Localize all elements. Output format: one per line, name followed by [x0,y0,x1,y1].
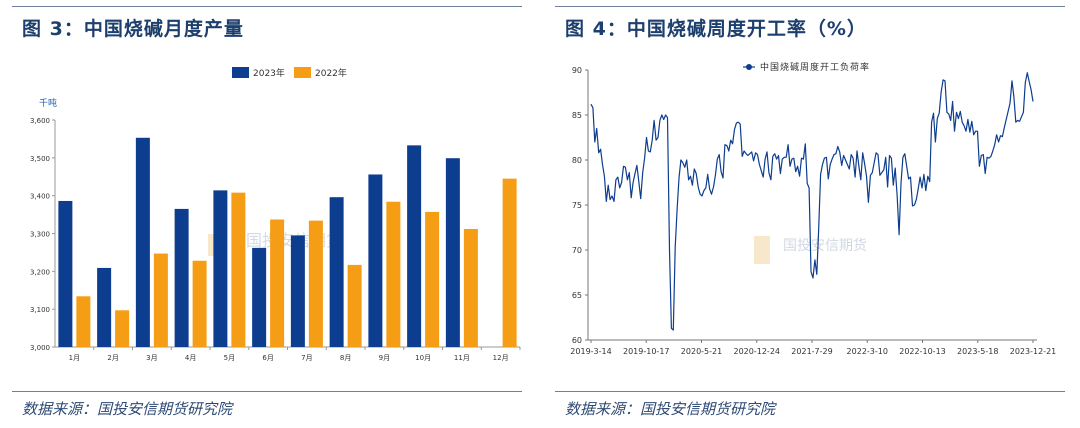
top-rule [555,6,1065,7]
bar-series1 [368,174,383,347]
x-tick-label: 2021-7-29 [791,347,832,356]
bar-series1 [174,208,189,347]
weekly-rate-panel: 图 4：中国烧碱周度开工率（%） 国投安信期货 60 65 70 75 80 85 90 201… [555,0,1065,428]
x-tick-label: 2019-3-14 [570,347,611,356]
x-tick-label: 12月 [493,354,509,362]
bar-series2 [192,260,207,347]
legend-swatch [294,67,311,78]
y-tick-label: 60 [572,336,582,345]
bar-series1 [290,235,305,347]
bar-series2 [502,178,517,347]
x-tick-label: 2019-10-17 [623,347,670,356]
x-tick-label: 6月 [262,354,273,362]
legend-marker [746,64,752,70]
y-tick-label: 80 [572,156,582,165]
bar-chart: 国投安信期货千吨3,0003,1003,2003,3003,4003,5003,… [30,67,521,362]
bar-series1 [329,197,344,347]
y-tick-label: 3,100 [30,306,50,314]
x-tick-label: 11月 [454,354,470,362]
bar-series2 [76,296,91,347]
y-unit-label: 千吨 [39,97,57,109]
bar-series2 [270,219,285,347]
source-note: 数据来源：国投安信期货研究院 [565,400,776,418]
legend-label: 2023年 [253,67,285,79]
legend-swatch [232,67,249,78]
watermark-logo [754,236,770,264]
legend-label: 中国烧碱周度开工负荷率 [760,61,870,73]
x-tick-label: 5月 [224,354,235,362]
y-tick-label: 70 [572,246,582,255]
y-tick-label: 3,500 [30,155,50,163]
x-tick-label: 7月 [301,354,312,362]
bottom-rule [555,391,1065,392]
x-tick-label: 2023-5-18 [957,347,998,356]
bar-series2 [308,220,323,347]
top-rule [12,6,522,7]
x-tick-label: 8月 [340,354,351,362]
y-tick-label: 65 [572,291,582,300]
source-note: 数据来源：国投安信期货研究院 [22,400,233,418]
y-tick-label: 3,000 [30,344,50,352]
bar-series2 [425,211,440,347]
x-tick-label: 2月 [107,354,118,362]
y-tick-label: 90 [572,66,582,75]
y-tick-label: 85 [572,111,582,120]
bar-series2 [153,253,168,347]
legend-label: 2022年 [315,67,347,79]
chart-title: 图 4：中国烧碱周度开工率（%） [565,18,867,40]
x-tick-label: 9月 [379,354,390,362]
bar-series1 [252,247,267,347]
y-tick-label: 75 [572,201,582,210]
chart-title: 图 3：中国烧碱月度产量 [22,18,244,40]
bar-series1 [407,145,422,347]
x-tick-label: 2023-12-21 [1010,347,1057,356]
x-tick-label: 2022-3-10 [847,347,888,356]
bar-series2 [347,264,362,347]
x-tick-label: 4月 [185,354,196,362]
y-tick-label: 3,300 [30,231,50,239]
bar-series2 [115,310,130,347]
x-tick-label: 2020-12-24 [734,347,781,356]
bar-series1 [445,158,460,347]
bar-series2 [386,201,401,347]
bar-series1 [135,137,150,347]
x-tick-label: 10月 [415,354,431,362]
y-tick-label: 3,400 [30,193,50,201]
bar-series2 [231,192,246,347]
x-tick-label: 2020-5-21 [681,347,722,356]
x-tick-label: 1月 [69,354,80,362]
bar-series1 [97,267,112,347]
x-tick-label: 3月 [146,354,157,362]
x-tick-label: 2022-10-13 [899,347,946,356]
watermark-text: 国投安信期货 [783,237,867,254]
bar-series1 [58,200,73,347]
series-line [590,72,1034,331]
y-tick-label: 3,200 [30,268,50,276]
line-chart: 国投安信期货 60 65 70 75 80 85 90 2019-3-14 2019-10-17 2… [570,61,1057,356]
bar-series2 [463,228,478,347]
bottom-rule [12,391,522,392]
y-tick-label: 3,600 [30,117,50,125]
monthly-output-panel: 图 3：中国烧碱月度产量 国投安信期货千吨3,0003,1003,2003,30… [12,0,522,428]
bar-series1 [213,190,228,347]
